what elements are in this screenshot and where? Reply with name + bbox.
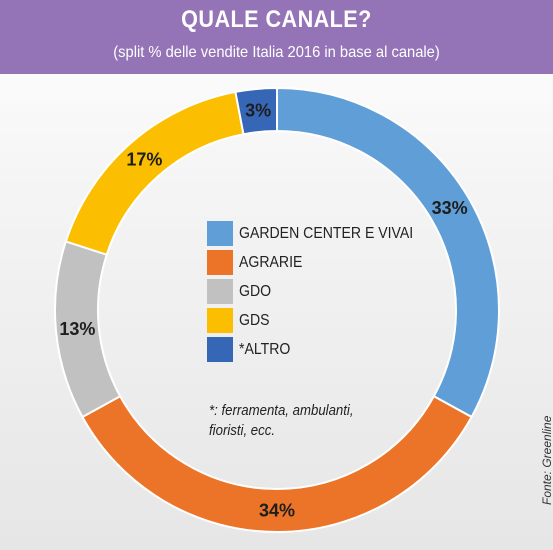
- slice-value-label-4: 3%: [245, 100, 271, 120]
- legend-item-3: GDS: [207, 306, 437, 335]
- legend-swatch: [207, 308, 233, 333]
- legend-label: *ALTRO: [239, 340, 291, 358]
- footnote: *: ferramenta, ambulanti, fioristi, ecc.: [209, 402, 354, 439]
- slice-value-label-0: 33%: [432, 198, 468, 218]
- slice-value-label-1: 34%: [259, 501, 295, 521]
- legend-label: GDO: [239, 282, 272, 300]
- chart-title: QUALE CANALE?: [181, 6, 372, 33]
- legend-label: GDS: [239, 311, 270, 329]
- slice-value-label-2: 13%: [59, 319, 95, 339]
- legend-item-2: GDO: [207, 277, 437, 306]
- legend-swatch: [207, 279, 233, 304]
- legend-swatch: [207, 337, 233, 362]
- donut-chart: 33% 34% 13% 17% 3%: [54, 86, 500, 533]
- legend-item-0: GARDEN CENTER E VIVAI: [207, 219, 437, 248]
- legend-item-1: AGRARIE: [207, 248, 437, 277]
- legend-swatch: [207, 250, 233, 275]
- legend-item-4: *ALTRO: [207, 335, 437, 364]
- legend-label: GARDEN CENTER E VIVAI: [239, 224, 414, 242]
- donut-slice-4: [234, 86, 278, 136]
- legend-swatch: [207, 221, 233, 246]
- slice-value-label-3: 17%: [126, 150, 162, 170]
- source-credit: Fonte: Greenline: [540, 415, 553, 505]
- legend-label: AGRARIE: [239, 253, 303, 271]
- header-banner: QUALE CANALE? (split % delle vendite Ita…: [0, 0, 553, 74]
- chart-legend: GARDEN CENTER E VIVAI AGRARIE GDO GDS *ALTRO: [207, 219, 437, 364]
- chart-subtitle: (split % delle vendite Italia 2016 in ba…: [113, 44, 440, 61]
